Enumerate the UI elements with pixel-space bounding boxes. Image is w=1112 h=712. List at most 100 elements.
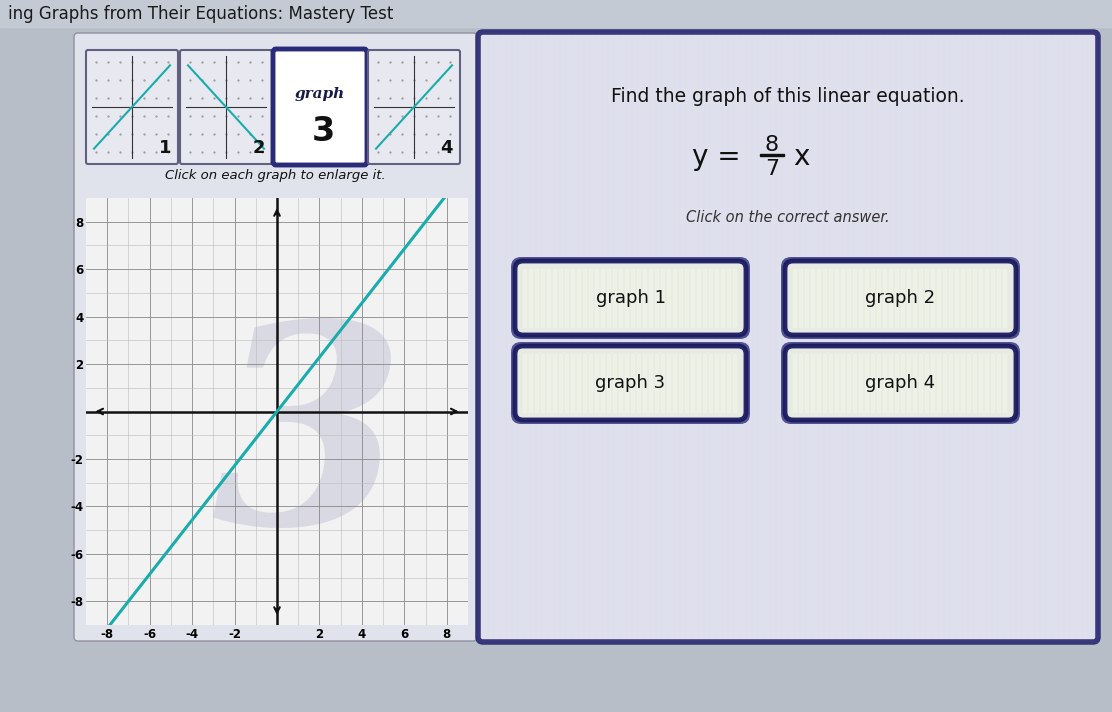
Bar [679,354,682,412]
Bar [691,269,694,327]
Text: graph 1: graph 1 [596,289,665,307]
Bar [871,269,874,327]
Bar [927,37,930,637]
Bar [967,354,970,412]
Bar [907,269,910,327]
Bar [1071,37,1074,637]
Bar [967,269,970,327]
Bar [649,269,652,327]
Bar [721,269,724,327]
Bar [549,37,552,637]
Bar [703,354,706,412]
FancyBboxPatch shape [86,50,178,164]
Bar [793,354,796,412]
Bar [805,354,808,412]
Bar [691,354,694,412]
Bar [595,354,598,412]
Bar [973,269,976,327]
Bar [925,269,929,327]
Bar [727,354,729,412]
Bar [577,354,580,412]
Bar [883,354,886,412]
Bar [560,37,564,637]
Bar [997,354,1000,412]
Bar [897,37,900,637]
Bar [633,37,636,637]
Bar [532,37,534,637]
Bar [811,354,814,412]
Bar [607,269,610,327]
Bar [555,37,558,637]
Text: graph 4: graph 4 [865,374,935,392]
Bar [741,37,744,637]
Bar [933,37,936,637]
Bar [907,354,910,412]
Bar [709,354,712,412]
Bar [643,269,646,327]
Bar [643,354,646,412]
Bar [657,37,661,637]
Bar [800,354,802,412]
Bar [937,269,940,327]
Bar [1005,37,1007,637]
Bar [931,269,934,327]
Bar [637,354,641,412]
Bar [495,37,498,637]
Bar [987,37,990,637]
Bar [957,37,960,637]
Text: y =: y = [693,143,749,171]
Bar [813,37,816,637]
FancyBboxPatch shape [515,346,746,420]
Bar [931,354,934,412]
Bar [637,269,641,327]
Bar [715,269,718,327]
Bar [961,354,964,412]
Bar [547,354,550,412]
Bar [877,354,880,412]
Bar [915,37,919,637]
Bar [535,354,538,412]
Bar [891,37,894,637]
Bar [913,269,916,327]
FancyBboxPatch shape [274,49,367,165]
Bar [685,269,688,327]
Bar [871,354,874,412]
Bar [873,37,876,637]
Bar [807,37,810,637]
Bar [800,269,802,327]
Bar [783,37,786,637]
Text: graph 3: graph 3 [595,374,666,392]
Bar [1059,37,1062,637]
Bar [675,37,678,637]
FancyBboxPatch shape [75,33,477,641]
Bar [1011,37,1014,637]
Bar [537,37,540,637]
Bar [723,37,726,637]
Bar [703,269,706,327]
Bar [1041,37,1044,637]
Bar [825,37,828,637]
Bar [997,269,1000,327]
Bar [667,354,671,412]
Bar [831,37,834,637]
Bar [693,37,696,637]
Bar [669,37,672,637]
Bar [727,269,729,327]
Bar [529,354,532,412]
Bar [679,269,682,327]
Bar [673,269,676,327]
Bar [858,354,862,412]
Bar [939,37,942,637]
Bar [853,269,856,327]
Bar [681,37,684,637]
Bar [979,269,982,327]
Bar [885,37,888,637]
Bar [1029,37,1032,637]
Bar [620,37,624,637]
Bar [0,0,1112,27]
Bar [559,269,562,327]
Bar [790,37,792,637]
Bar [570,269,574,327]
Bar [919,354,922,412]
Bar [820,37,822,637]
